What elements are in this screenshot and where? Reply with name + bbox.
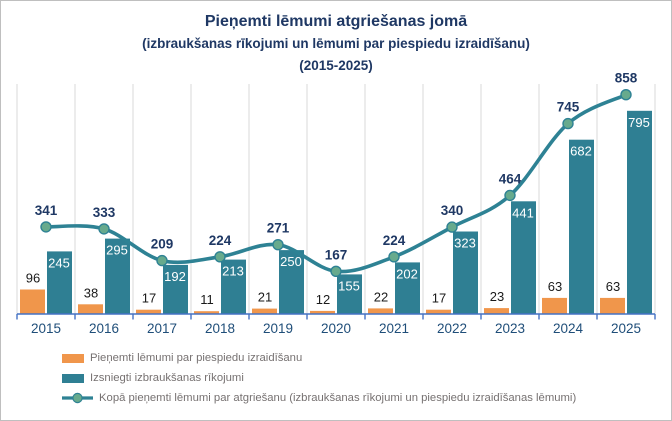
x-axis-label-2017: 2017 <box>147 321 177 336</box>
bar-rikojumi-2021 <box>395 262 420 314</box>
line-label-2025: 858 <box>615 71 638 86</box>
bar-rikojumi-2024 <box>569 139 594 314</box>
legend-item-total-line: Kopā pieņemti lēmumi par atgriešanu (izb… <box>62 391 576 405</box>
bar-label-piespiedu-2022: 17 <box>432 291 446 306</box>
line-label-2022: 340 <box>441 203 464 218</box>
x-axis-label-2024: 2024 <box>553 321 584 336</box>
bar-label-rikojumi-2019: 250 <box>280 254 302 269</box>
line-marker-2019 <box>272 238 284 251</box>
line-label-2016: 333 <box>93 205 116 220</box>
line-label-2023: 464 <box>499 171 522 186</box>
bar-piespiedu-2015 <box>20 289 45 314</box>
x-axis-label-2021: 2021 <box>379 321 409 336</box>
bar-label-rikojumi-2020: 155 <box>338 278 360 293</box>
bar-label-piespiedu-2016: 38 <box>84 285 98 300</box>
bar-rikojumi-2015 <box>47 251 72 314</box>
bar-piespiedu-2024 <box>542 297 567 314</box>
line-label-2021: 224 <box>383 233 406 248</box>
bar-label-piespiedu-2018: 11 <box>200 292 214 307</box>
bar-label-rikojumi-2024: 682 <box>570 144 592 159</box>
legend-label-departure-orders: Izsniegti izbraukšanas rīkojumi <box>90 372 244 384</box>
chart-title: Pieņemti lēmumi atgriešanas jomā (izbrau… <box>1 10 671 76</box>
line-marker-2017 <box>156 254 168 267</box>
legend-swatch-departure-orders <box>62 373 84 383</box>
bar-label-piespiedu-2019: 21 <box>258 290 272 305</box>
bar-piespiedu-2020 <box>310 310 335 314</box>
x-axis-label-2018: 2018 <box>205 321 235 336</box>
bar-label-rikojumi-2017: 192 <box>164 269 186 284</box>
bar-label-piespiedu-2015: 96 <box>26 271 40 286</box>
line-marker-2018 <box>214 251 226 263</box>
bar-label-piespiedu-2023: 23 <box>490 289 504 304</box>
bar-piespiedu-2025 <box>600 297 625 314</box>
x-axis-label-2019: 2019 <box>263 321 293 336</box>
bar-label-piespiedu-2017: 17 <box>142 291 156 306</box>
legend-label-forced-removal: Pieņemti lēmumi par piespiedu izraidīšan… <box>90 352 303 364</box>
bar-piespiedu-2022 <box>426 309 451 314</box>
line-label-2019: 271 <box>267 221 290 236</box>
chart-title-line-3: (2015-2025) <box>299 58 373 73</box>
x-axis-label-2020: 2020 <box>321 321 351 336</box>
bar-piespiedu-2021 <box>368 308 393 314</box>
legend-line-marker-icon <box>62 392 93 404</box>
chart-title-line-2: (izbraukšanas rīkojumi un lēmumi par pie… <box>142 36 530 51</box>
bar-rikojumi-2019 <box>279 250 304 314</box>
legend-swatch-forced-removal <box>62 353 84 363</box>
bar-rikojumi-2020 <box>337 274 362 314</box>
chart-plot-area: 96 245 2015 38 295 2016 17 192 2017 11 213 2018 21 25… <box>16 71 656 336</box>
bar-piespiedu-2018 <box>194 311 219 314</box>
legend-item-forced-removal: Pieņemti lēmumi par piespiedu izraidīšan… <box>62 351 576 365</box>
bar-label-rikojumi-2016: 295 <box>106 243 128 258</box>
bar-label-rikojumi-2022: 323 <box>454 236 476 251</box>
line-label-2015: 341 <box>35 203 58 218</box>
line-marker-2025 <box>620 89 632 101</box>
bar-label-piespiedu-2021: 22 <box>374 289 388 304</box>
bar-label-piespiedu-2024: 63 <box>548 279 562 294</box>
line-marker-2015 <box>40 221 52 233</box>
chart-title-line-1: Pieņemti lēmumi atgriešanas jomā <box>204 13 468 30</box>
bar-label-rikojumi-2021: 202 <box>396 266 418 281</box>
bar-piespiedu-2019 <box>252 308 277 314</box>
x-axis-label-2023: 2023 <box>495 321 525 336</box>
line-label-2020: 167 <box>325 247 348 262</box>
x-axis-label-2015: 2015 <box>31 321 61 336</box>
bar-label-rikojumi-2023: 441 <box>512 205 534 220</box>
bar-piespiedu-2017 <box>136 309 161 314</box>
bar-rikojumi-2017 <box>163 264 188 314</box>
legend-item-departure-orders: Izsniegti izbraukšanas rīkojumi <box>62 371 576 385</box>
line-marker-2020 <box>330 265 342 278</box>
bar-label-rikojumi-2025: 795 <box>628 115 650 130</box>
line-label-2018: 224 <box>209 233 232 248</box>
x-axis-label-2022: 2022 <box>437 321 467 336</box>
bar-rikojumi-2018 <box>221 259 246 314</box>
bar-label-piespiedu-2020: 12 <box>316 292 330 307</box>
bar-label-rikojumi-2015: 245 <box>48 255 70 270</box>
line-label-2024: 745 <box>557 100 580 115</box>
line-marker-2016 <box>98 223 110 235</box>
bar-rikojumi-2016 <box>105 238 130 314</box>
line-marker-2024 <box>562 117 574 130</box>
bar-rikojumi-2023 <box>511 201 536 314</box>
legend-label-total-line: Kopā pieņemti lēmumi par atgriešanu (izb… <box>99 392 577 404</box>
x-axis-label-2016: 2016 <box>89 321 119 336</box>
bar-label-rikojumi-2018: 213 <box>222 264 244 279</box>
x-axis-label-2025: 2025 <box>611 321 641 336</box>
line-marker-2022 <box>446 221 458 233</box>
bar-piespiedu-2016 <box>78 304 103 314</box>
line-marker-2021 <box>388 251 400 263</box>
bar-label-piespiedu-2025: 63 <box>606 279 620 294</box>
bar-rikojumi-2025 <box>627 110 652 314</box>
line-marker-2023 <box>504 189 516 202</box>
chart-legend: Pieņemti lēmumi par piespiedu izraidīšan… <box>62 351 576 405</box>
bar-rikojumi-2022 <box>453 231 478 314</box>
bar-piespiedu-2023 <box>484 308 509 314</box>
line-label-2017: 209 <box>151 237 174 252</box>
